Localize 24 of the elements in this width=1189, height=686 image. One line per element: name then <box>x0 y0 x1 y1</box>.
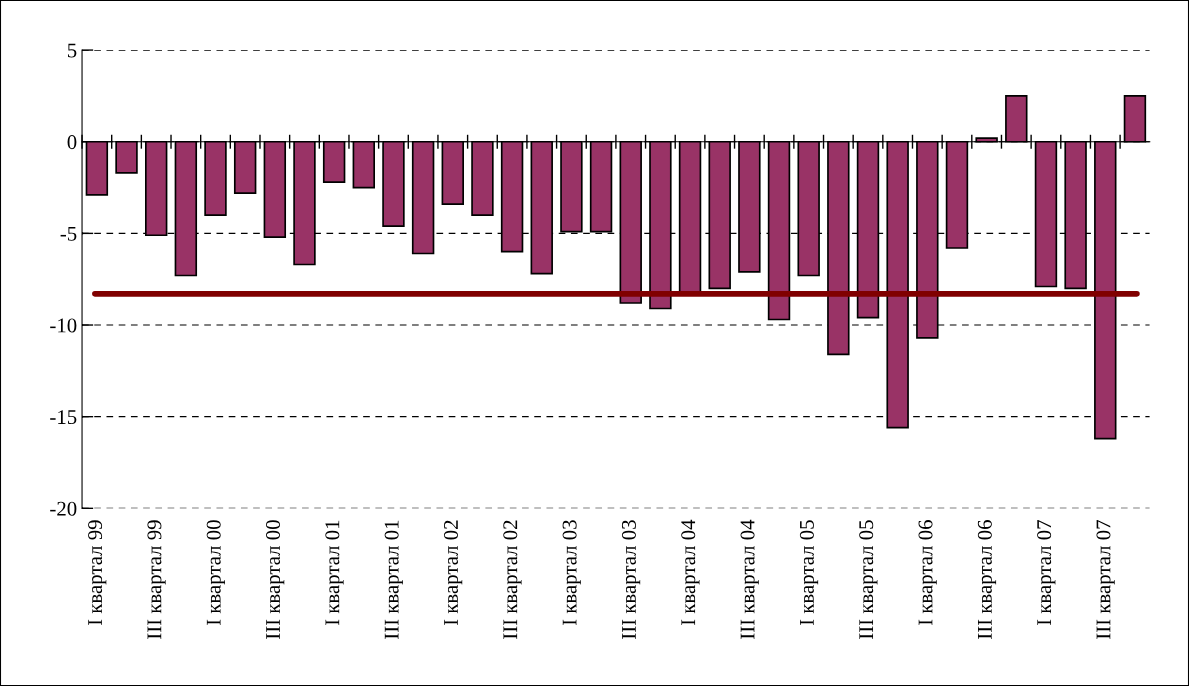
y-tick-label: 5 <box>67 43 77 58</box>
x-tick-label: I квартал 04 <box>681 519 700 626</box>
x-tick-label: I квартал 01 <box>325 520 344 626</box>
y-tick-label: 0 <box>67 135 77 150</box>
x-tick-label: I квартал 99 <box>88 520 107 626</box>
x-tick-label: III квартал 00 <box>265 520 285 639</box>
y-tick-label: -20 <box>50 501 77 516</box>
x-tick-label: III квартал 01 <box>384 520 403 639</box>
x-tick-label: III квартал 03 <box>621 520 641 639</box>
y-tick-label: -10 <box>50 318 77 333</box>
x-tick-label: III квартал 07 <box>1096 520 1115 639</box>
x-tick-label: I квартал 00 <box>206 520 225 626</box>
x-tick-label: III квартал 04 <box>740 519 759 639</box>
x-tick-label: I квартал 06 <box>918 520 937 626</box>
x-tick-label: I квартал 05 <box>799 520 819 626</box>
x-tick-label: I квартал 02 <box>443 520 463 626</box>
x-tick-label: I квартал 07 <box>1037 520 1056 626</box>
x-tick-label: I квартал 03 <box>562 520 581 626</box>
x-tick-label: III квартал 06 <box>977 520 997 639</box>
x-tick-label: III квартал 99 <box>147 520 166 639</box>
y-tick-label: -15 <box>50 410 77 425</box>
x-tick-label: III квартал 05 <box>859 520 878 639</box>
y-tick-label: -5 <box>60 226 77 241</box>
x-tick-label: III квартал 02 <box>503 520 522 639</box>
